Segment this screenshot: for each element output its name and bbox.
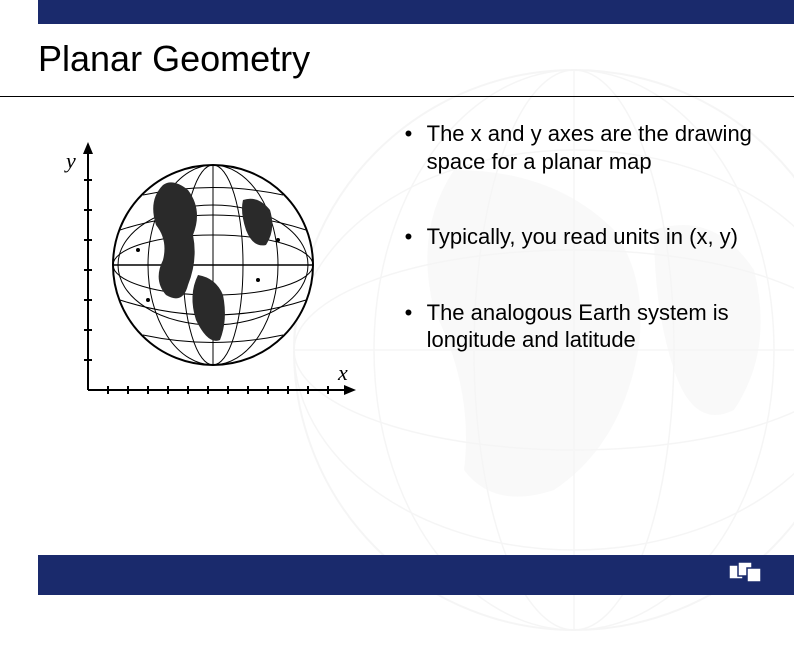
bullet-item: The analogous Earth system is longitude …	[403, 299, 756, 354]
content-area: y x	[38, 120, 756, 535]
bottom-band	[0, 555, 794, 595]
slide-title: Planar Geometry	[38, 38, 794, 80]
title-rule	[0, 96, 794, 97]
top-band	[0, 0, 794, 24]
bullet-item: The x and y axes are the drawing space f…	[403, 120, 756, 175]
diagram-column: y x	[38, 120, 383, 535]
xy-globe-diagram: y x	[48, 130, 368, 420]
y-axis-label: y	[64, 148, 76, 173]
globe-icon	[113, 165, 313, 365]
title-area: Planar Geometry	[38, 38, 794, 90]
bullet-item: Typically, you read units in (x, y)	[403, 223, 756, 251]
bullet-list: The x and y axes are the drawing space f…	[403, 120, 756, 354]
logo-icon	[728, 561, 762, 583]
bullet-column: The x and y axes are the drawing space f…	[383, 120, 756, 535]
x-axis-label: x	[337, 360, 348, 385]
